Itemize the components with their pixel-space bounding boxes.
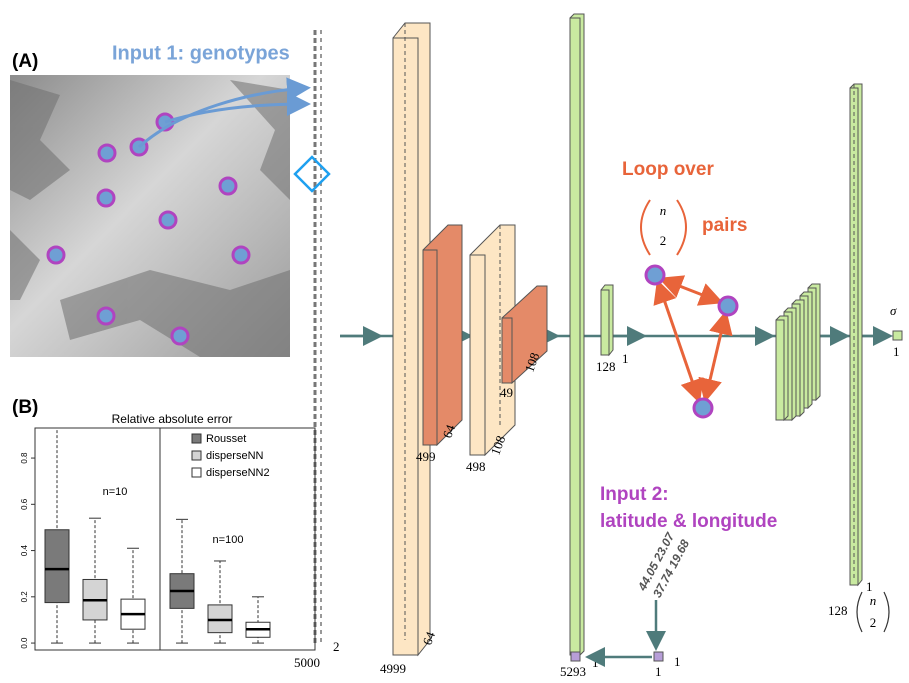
loc-node xyxy=(654,652,663,661)
input-label: latitude & longitude xyxy=(600,511,777,532)
dense-layer xyxy=(601,285,613,355)
dim-label: 4999 xyxy=(380,661,406,676)
dim-label: 5293 xyxy=(560,664,586,678)
group-label: n=100 xyxy=(213,534,244,546)
output-node xyxy=(893,331,902,340)
loop-label: Loop over xyxy=(622,159,714,180)
y-tick-label: 0.2 xyxy=(20,591,29,603)
dense-stack xyxy=(776,284,820,420)
diagram: (A) Input 1: genotypes 5000 2 4999 64 49… xyxy=(10,14,902,678)
figure: (A) Input 1: genotypes 5000 2 4999 64 49… xyxy=(0,0,909,678)
dense-layer xyxy=(850,84,862,585)
output-symbol: σ xyxy=(890,303,897,318)
panel-label: (A) xyxy=(12,51,38,72)
dim-label: 128 xyxy=(828,603,848,618)
dim-label: 1 xyxy=(893,344,900,359)
dim-label: 49 xyxy=(500,385,513,400)
input-label: Input 1: genotypes xyxy=(112,42,290,64)
pool-layer xyxy=(423,225,462,445)
loop-label: pairs xyxy=(702,215,747,236)
input-label: Input 2: xyxy=(600,484,669,505)
legend-swatch xyxy=(192,468,201,477)
dim-label: 128 xyxy=(596,359,616,374)
dim-label: 1 xyxy=(674,654,681,669)
binom: n xyxy=(660,203,667,218)
legend-swatch xyxy=(192,451,201,460)
box xyxy=(45,530,69,603)
legend-label: Rousset xyxy=(206,433,246,445)
pair-arrows xyxy=(659,280,725,398)
group-label: n=10 xyxy=(103,486,128,498)
binom: 2 xyxy=(870,615,877,630)
y-tick-label: 0.0 xyxy=(20,637,29,649)
boxplot: Relative absolute error 0.0 0.2 0.4 0.6 0.8 R… xyxy=(20,412,315,650)
dim-label: 1 xyxy=(655,664,662,678)
legend-swatch xyxy=(192,434,201,443)
y-tick-label: 0.8 xyxy=(20,452,29,464)
dim-label: 2 xyxy=(333,639,340,654)
binom: 2 xyxy=(660,233,667,248)
dim-label: 5000 xyxy=(294,655,320,670)
y-tick-label: 0.4 xyxy=(20,544,29,556)
panel-label: (B) xyxy=(12,397,38,418)
binom: n xyxy=(870,593,877,608)
y-tick-label: 0.6 xyxy=(20,498,29,510)
dim-label: 1 xyxy=(622,351,629,366)
dim-label: 499 xyxy=(416,449,436,464)
legend-label: disperseNN xyxy=(206,450,264,462)
legend-label: disperseNN2 xyxy=(206,467,270,479)
dim-label: 1 xyxy=(866,579,873,594)
dim-label: 498 xyxy=(466,459,486,474)
plot-frame xyxy=(35,428,315,650)
window xyxy=(295,157,329,191)
chart-title: Relative absolute error xyxy=(112,412,233,426)
loc-node xyxy=(571,652,580,661)
dense-layer xyxy=(570,14,584,655)
